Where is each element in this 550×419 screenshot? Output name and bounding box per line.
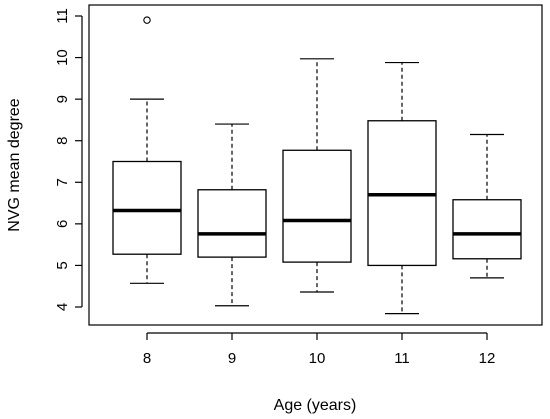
y-tick-label: 11 — [54, 8, 71, 24]
x-tick-label: 9 — [228, 350, 236, 367]
y-tick-label: 7 — [54, 178, 71, 186]
interquartile-box — [282, 149, 352, 263]
box-10 — [282, 58, 352, 293]
y-tick-label: 10 — [54, 49, 71, 66]
x-axis-title: Age (years) — [274, 397, 357, 414]
box-11 — [367, 61, 437, 315]
y-tick-label: 5 — [54, 261, 71, 269]
interquartile-box — [197, 189, 267, 258]
x-axis: 8 9 10 11 12 — [143, 332, 496, 367]
y-axis: 4 5 6 7 8 9 10 11 — [54, 8, 83, 311]
box-9 — [197, 123, 267, 307]
x-tick-label: 8 — [143, 350, 151, 367]
interquartile-box — [452, 199, 522, 260]
interquartile-box — [112, 160, 182, 255]
box-8 — [112, 16, 182, 284]
plot-frame — [88, 4, 543, 326]
box-12 — [452, 133, 522, 279]
x-tick-label: 12 — [479, 350, 496, 367]
outlier-point — [143, 16, 151, 24]
boxes-group — [112, 16, 522, 315]
y-tick-label: 4 — [54, 303, 71, 311]
y-tick-label: 8 — [54, 137, 71, 145]
y-axis-title: NVG mean degree — [6, 98, 23, 232]
y-tick-label: 6 — [54, 220, 71, 228]
y-tick-label: 9 — [54, 95, 71, 103]
x-tick-label: 10 — [309, 350, 326, 367]
x-tick-label: 11 — [394, 350, 410, 367]
